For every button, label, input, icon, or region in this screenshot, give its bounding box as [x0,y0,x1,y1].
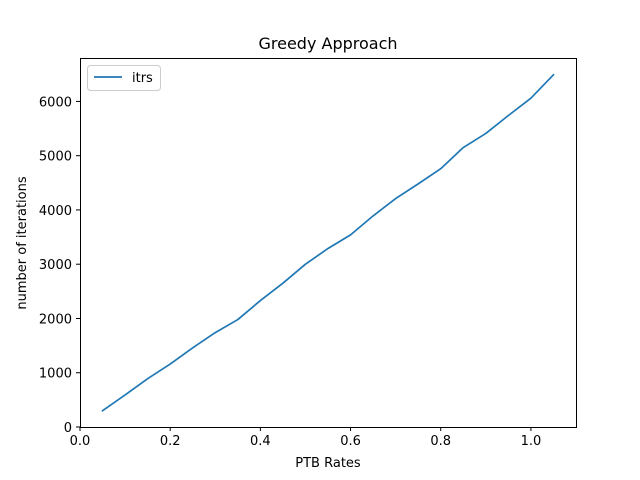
y-tick-label: 4000 [39,204,72,219]
legend-box [87,65,161,91]
y-tick-label: 6000 [39,95,72,110]
y-tick-label: 1000 [39,367,72,382]
legend: itrs [87,65,161,91]
y-tick-label: 5000 [39,150,72,165]
y-axis: 0 1000 2000 3000 4000 5000 6000 [39,95,80,436]
x-tick-label: 0.2 [160,434,181,449]
chart-title: Greedy Approach [258,34,397,53]
axes-frame [80,58,577,428]
x-axis-label: PTB Rates [295,456,361,471]
x-tick-label: 0.6 [340,434,361,449]
y-axis-label: number of iterations [15,176,30,309]
y-tick-label: 0 [64,421,72,436]
x-axis: 0.0 0.2 0.4 0.6 0.8 1.0 [70,427,542,449]
y-tick-label: 3000 [39,258,72,273]
x-tick-label: 0.4 [250,434,271,449]
plot-area [80,58,577,428]
x-tick-label: 0.0 [70,434,91,449]
series-line-itrs [101,73,555,412]
data-layer [101,73,555,412]
x-tick-label: 0.8 [430,434,451,449]
y-tick-label: 2000 [39,312,72,327]
x-tick-label: 1.0 [521,434,542,449]
legend-entry-label: itrs [132,71,153,86]
